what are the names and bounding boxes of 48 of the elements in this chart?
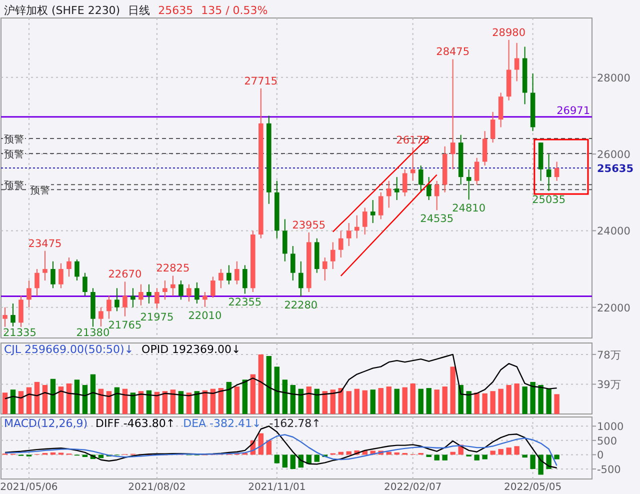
ref-line-label: 预警 [4, 180, 24, 192]
annotation: 21380 [76, 327, 110, 339]
annotation: 27715 [244, 75, 278, 88]
chart-title: 沪锌加权 (SHFE 2230) [4, 4, 120, 17]
text: DIFF -463.80↑ [96, 417, 176, 430]
annotation: 22670 [108, 268, 142, 281]
annotation: 21335 [3, 327, 36, 339]
y-tick-label: 28000 [597, 72, 630, 84]
annotation: 25035 [532, 194, 566, 206]
y-tick-label: 500 [597, 435, 618, 448]
annotation: 24810 [452, 202, 486, 215]
annotation: 28980 [492, 26, 526, 39]
annotation: 28475 [436, 46, 470, 58]
ref-line-label: 预警 [4, 148, 24, 161]
y-tick-label: 39万 [597, 379, 622, 392]
annotation: 22010 [188, 310, 222, 322]
chart-title: MACD(12,26,9) [4, 417, 88, 430]
y-tick-label: 26000 [597, 149, 630, 162]
x-tick-label: 2021/08/02 [128, 482, 186, 493]
y-tick-label: 78万 [597, 349, 622, 362]
y-tick-label: 0 [597, 450, 604, 462]
text: OPID 192369.00↓ [142, 343, 241, 356]
ref-line-label: 预警 [30, 184, 50, 197]
annotation: 22280 [284, 300, 318, 312]
y-tick-label: 24000 [597, 226, 630, 238]
x-tick-label: 2021/11/01 [248, 482, 306, 493]
annotation: 22355 [228, 296, 262, 309]
text: DEA -382.41↓ [183, 417, 262, 430]
y-tick-label: -500 [597, 464, 621, 476]
ref-line-label: 预警 [4, 134, 24, 146]
annotation: 22825 [156, 262, 190, 275]
y-tick-label: 22000 [597, 302, 630, 314]
annotation: 21765 [108, 319, 142, 332]
x-tick-label: 2022/02/07 [384, 482, 442, 493]
text: 25635 [158, 4, 194, 17]
text: CJL 259669.00(50:50)↓ [4, 343, 134, 356]
x-tick-label: 2022/05/05 [504, 482, 562, 493]
chart-subtitle: 日线 [128, 4, 150, 17]
annotation: 23955 [292, 219, 326, 232]
text: 135 / 0.53% [201, 4, 268, 17]
annotation: -162.78↑ [269, 417, 321, 430]
annotation: 24535 [420, 213, 454, 226]
annotation: 23475 [28, 238, 62, 250]
annotation: 21975 [140, 311, 174, 324]
x-tick-label: 2021/05/06 [0, 482, 58, 493]
ref-line-label: 26971 [556, 104, 590, 117]
ref-line-label: 25635 [597, 163, 634, 176]
y-tick-label: 1000 [597, 421, 624, 434]
